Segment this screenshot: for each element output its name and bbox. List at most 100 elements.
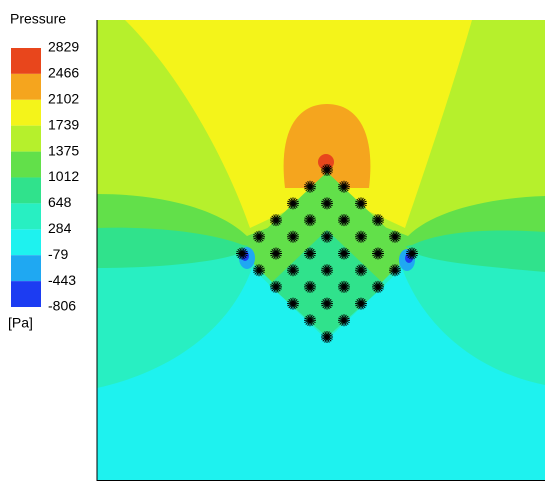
tube-stroke [304,217,316,223]
colorbar-swatch [11,255,41,282]
tube-stroke [389,234,401,240]
colorbar-swatch [11,151,41,178]
contour-field [97,20,545,481]
tube-stroke [321,234,333,240]
tube [321,230,333,243]
colorbar-label: -806 [48,298,76,314]
tube [321,264,333,277]
tube [270,214,282,227]
region [269,230,385,337]
colorbar-label: -79 [48,246,68,262]
colorbar-swatch [11,177,41,204]
colorbar-swatch [11,229,41,256]
tube [372,247,384,260]
colorbar-label: 1739 [48,116,79,132]
tube [321,197,333,210]
tube [355,197,367,210]
tube [372,280,384,293]
colorbar-swatch [11,73,41,100]
tube [355,297,367,310]
colorbar-label: 2102 [48,91,79,107]
colorbar-label: 2829 [48,39,79,55]
tube-stroke [321,267,333,273]
tube-stroke [406,250,418,257]
tube-stroke [338,217,350,223]
colorbar-label: 284 [48,220,72,236]
tube [287,297,299,310]
tube-stroke [287,234,299,240]
tube-stroke [304,250,316,257]
tube [406,247,418,260]
tube-stroke [287,300,299,307]
tube-stroke [389,267,401,273]
colorbar-swatch [11,203,41,230]
colorbar-swatch [11,48,41,74]
tube [338,314,350,327]
colorbar-label: 2466 [48,65,79,81]
tube-stroke [321,167,333,173]
tube-stroke [372,217,384,223]
tube-stroke [270,284,282,290]
tube-stroke [355,200,367,207]
tube [372,214,384,227]
tube-stroke [253,234,265,240]
tube [270,280,282,293]
tube-stroke [338,317,350,324]
tube-stroke [304,284,316,290]
tube [287,197,299,210]
tube-stroke [236,250,248,257]
tube [338,180,350,193]
tube-array [236,164,418,343]
tube [304,180,316,193]
tube [355,230,367,243]
colorbar-swatch [11,281,41,307]
tube [304,214,316,227]
colorbar-swatch [11,99,41,126]
tube [236,247,248,260]
tube [389,230,401,243]
legend-unit: [Pa] [8,315,33,331]
tube-stroke [355,234,367,240]
tube-stroke [287,200,299,207]
tube [270,247,282,260]
tube [304,314,316,327]
tube [287,230,299,243]
tube [321,164,333,176]
tube-stroke [355,300,367,307]
colorbar-label: -443 [48,272,76,288]
tube [321,331,333,343]
tube-stroke [372,250,384,257]
tube-stroke [253,267,265,273]
region [283,104,371,188]
tube-stroke [287,267,299,273]
tube-stroke [304,183,316,190]
tube-stroke [338,183,350,190]
colorbar-label: 1375 [48,142,79,158]
tube-stroke [304,317,316,324]
tube [253,264,265,277]
tube [355,264,367,277]
tube [338,247,350,260]
tube [287,264,299,277]
tube [321,297,333,310]
tube [338,280,350,293]
region [318,154,334,170]
tube-stroke [321,334,333,340]
colorbar-label: 648 [48,194,72,210]
tube-stroke [321,300,333,307]
tube-stroke [338,284,350,290]
tube [253,230,265,243]
tube-stroke [270,250,282,257]
colorbar-label: 1012 [48,168,79,184]
tube-stroke [372,284,384,290]
tube-stroke [338,250,350,257]
tube [304,280,316,293]
colorbar-swatch [11,125,41,152]
tube [389,264,401,277]
tube-stroke [270,217,282,223]
tube-stroke [321,200,333,207]
legend-title: Pressure [10,11,66,27]
tube [338,214,350,227]
tube [304,247,316,260]
